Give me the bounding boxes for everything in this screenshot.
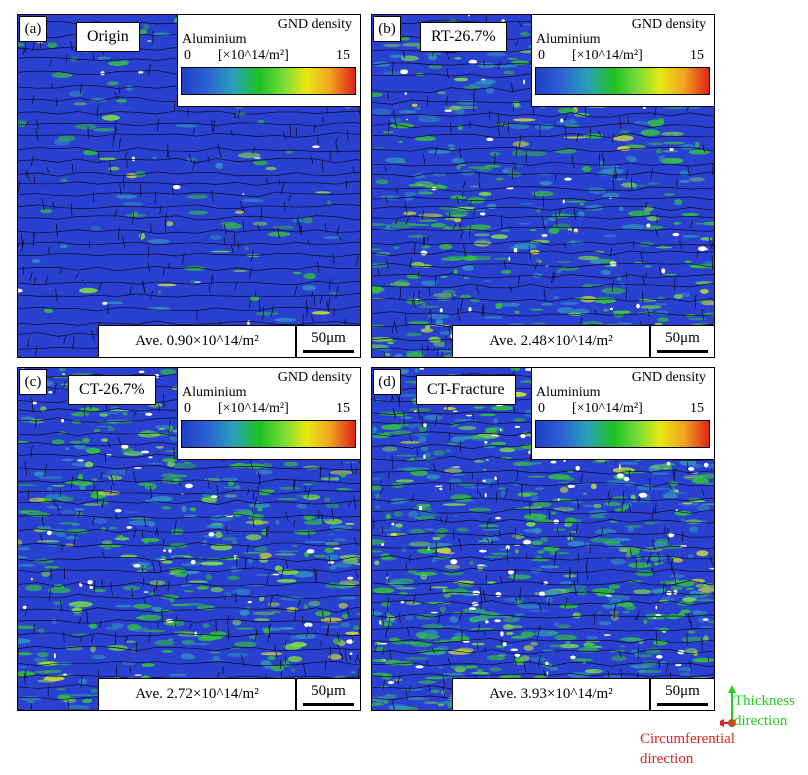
legend-title: GND density bbox=[631, 370, 706, 385]
panel-letter: (b) bbox=[373, 16, 401, 42]
sample-name: RT-26.7% bbox=[420, 22, 507, 52]
scale-line bbox=[657, 703, 708, 706]
scale-label: 50μm bbox=[665, 330, 700, 346]
legend-title: GND density bbox=[277, 17, 352, 32]
legend-title: GND density bbox=[631, 17, 706, 32]
sample-name: Origin bbox=[76, 22, 140, 52]
legend-material: Aluminium bbox=[182, 385, 247, 400]
legend-max: 15 bbox=[690, 401, 704, 416]
scale-line bbox=[303, 350, 354, 353]
scale-label: 50μm bbox=[311, 683, 346, 699]
sample-name: CT-Fracture bbox=[416, 375, 516, 405]
circumferential-label: Circumferential direction bbox=[640, 731, 735, 767]
axis-origin bbox=[728, 719, 736, 727]
legend-material: Aluminium bbox=[182, 32, 247, 47]
legend-material: Aluminium bbox=[536, 32, 601, 47]
scale-bar: 50μm bbox=[650, 678, 714, 710]
thickness-label: Thickness direction bbox=[734, 693, 795, 729]
circumferential-arrow-head bbox=[720, 719, 724, 727]
panel-b: (b) RT-26.7% GND density Aluminium 0 [×1… bbox=[371, 14, 715, 358]
legend-colorbar bbox=[181, 420, 356, 448]
legend-colorbar bbox=[535, 67, 710, 95]
legend-min: 0 bbox=[538, 401, 545, 416]
legend-unit: [×10^14/m²] bbox=[218, 48, 289, 63]
average-density: Ave. 0.90×10^14/m² bbox=[98, 325, 296, 357]
legend-max: 15 bbox=[336, 48, 350, 63]
legend-unit: [×10^14/m²] bbox=[218, 401, 289, 416]
legend-material: Aluminium bbox=[536, 385, 601, 400]
legend-colorbar bbox=[181, 67, 356, 95]
gnd-legend: GND density Aluminium 0 [×10^14/m²] 15 bbox=[531, 368, 714, 460]
legend-unit: [×10^14/m²] bbox=[572, 48, 643, 63]
panel-letter: (c) bbox=[19, 369, 47, 395]
legend-min: 0 bbox=[184, 48, 191, 63]
gnd-legend: GND density Aluminium 0 [×10^14/m²] 15 bbox=[177, 15, 360, 107]
legend-title: GND density bbox=[277, 370, 352, 385]
sample-name: CT-26.7% bbox=[68, 375, 156, 405]
scale-label: 50μm bbox=[665, 683, 700, 699]
average-density: Ave. 3.93×10^14/m² bbox=[452, 678, 650, 710]
legend-min: 0 bbox=[538, 48, 545, 63]
scale-line bbox=[303, 703, 354, 706]
panel-a: (a) Origin GND density Aluminium 0 [×10^… bbox=[17, 14, 361, 358]
scale-bar: 50μm bbox=[650, 325, 714, 357]
panel-letter: (a) bbox=[19, 16, 47, 42]
scale-bar: 50μm bbox=[296, 325, 360, 357]
legend-min: 0 bbox=[184, 401, 191, 416]
average-density: Ave. 2.72×10^14/m² bbox=[98, 678, 296, 710]
scale-label: 50μm bbox=[311, 330, 346, 346]
gnd-legend: GND density Aluminium 0 [×10^14/m²] 15 bbox=[177, 368, 360, 460]
legend-colorbar bbox=[535, 420, 710, 448]
direction-axes bbox=[720, 685, 736, 727]
legend-max: 15 bbox=[690, 48, 704, 63]
panel-d: (d) CT-Fracture GND density Aluminium 0 … bbox=[371, 367, 715, 711]
average-density: Ave. 2.48×10^14/m² bbox=[452, 325, 650, 357]
panel-c: (c) CT-26.7% GND density Aluminium 0 [×1… bbox=[17, 367, 361, 711]
legend-unit: [×10^14/m²] bbox=[572, 401, 643, 416]
legend-max: 15 bbox=[336, 401, 350, 416]
gnd-legend: GND density Aluminium 0 [×10^14/m²] 15 bbox=[531, 15, 714, 107]
scale-bar: 50μm bbox=[296, 678, 360, 710]
scale-line bbox=[657, 350, 708, 353]
thickness-arrow-head bbox=[728, 685, 736, 693]
panel-letter: (d) bbox=[373, 369, 401, 395]
